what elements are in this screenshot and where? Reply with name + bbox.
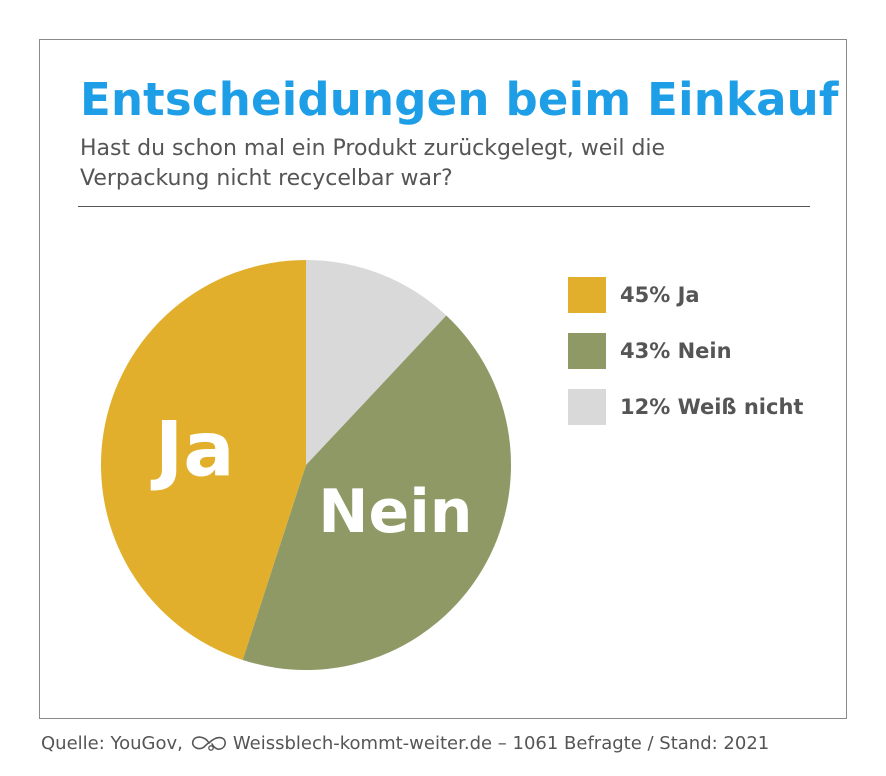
legend-item-ja: 45% Ja (568, 277, 803, 313)
source-prefix: Quelle: YouGov, (41, 732, 183, 754)
source-rest: Weissblech-kommt-weiter.de – 1061 Befrag… (232, 732, 770, 754)
pie-slice-nein (242, 315, 512, 671)
legend: 45% Ja 43% Nein 12% Weiß nicht (568, 277, 803, 445)
divider (78, 206, 810, 207)
chart-title: Entscheidungen beim Einkauf (80, 73, 839, 126)
infographic-frame: Entscheidungen beim Einkauf Hast du scho… (39, 39, 847, 719)
infinity-loop-icon (191, 736, 226, 751)
legend-label-ja: 45% Ja (620, 283, 700, 307)
legend-swatch-weiss-nicht (568, 389, 606, 425)
slice-label-nein: Nein (318, 477, 472, 547)
legend-label-nein: 43% Nein (620, 339, 732, 363)
legend-swatch-nein (568, 333, 606, 369)
legend-label-weiss-nicht: 12% Weiß nicht (620, 395, 804, 419)
pie-slice-ja (100, 260, 306, 660)
chart-subtitle: Hast du schon mal ein Produkt zurückgele… (80, 136, 666, 191)
pie-slice-weiss-nicht (306, 260, 447, 465)
legend-item-weiss-nicht: 12% Weiß nicht (568, 389, 803, 425)
pie-chart: Ja Nein (100, 260, 512, 671)
legend-item-nein: 43% Nein (568, 333, 803, 369)
legend-swatch-ja (568, 277, 606, 313)
slice-label-ja: Ja (150, 405, 235, 494)
source-note: Quelle: YouGov, Weissblech-kommt-weiter.… (41, 732, 769, 754)
